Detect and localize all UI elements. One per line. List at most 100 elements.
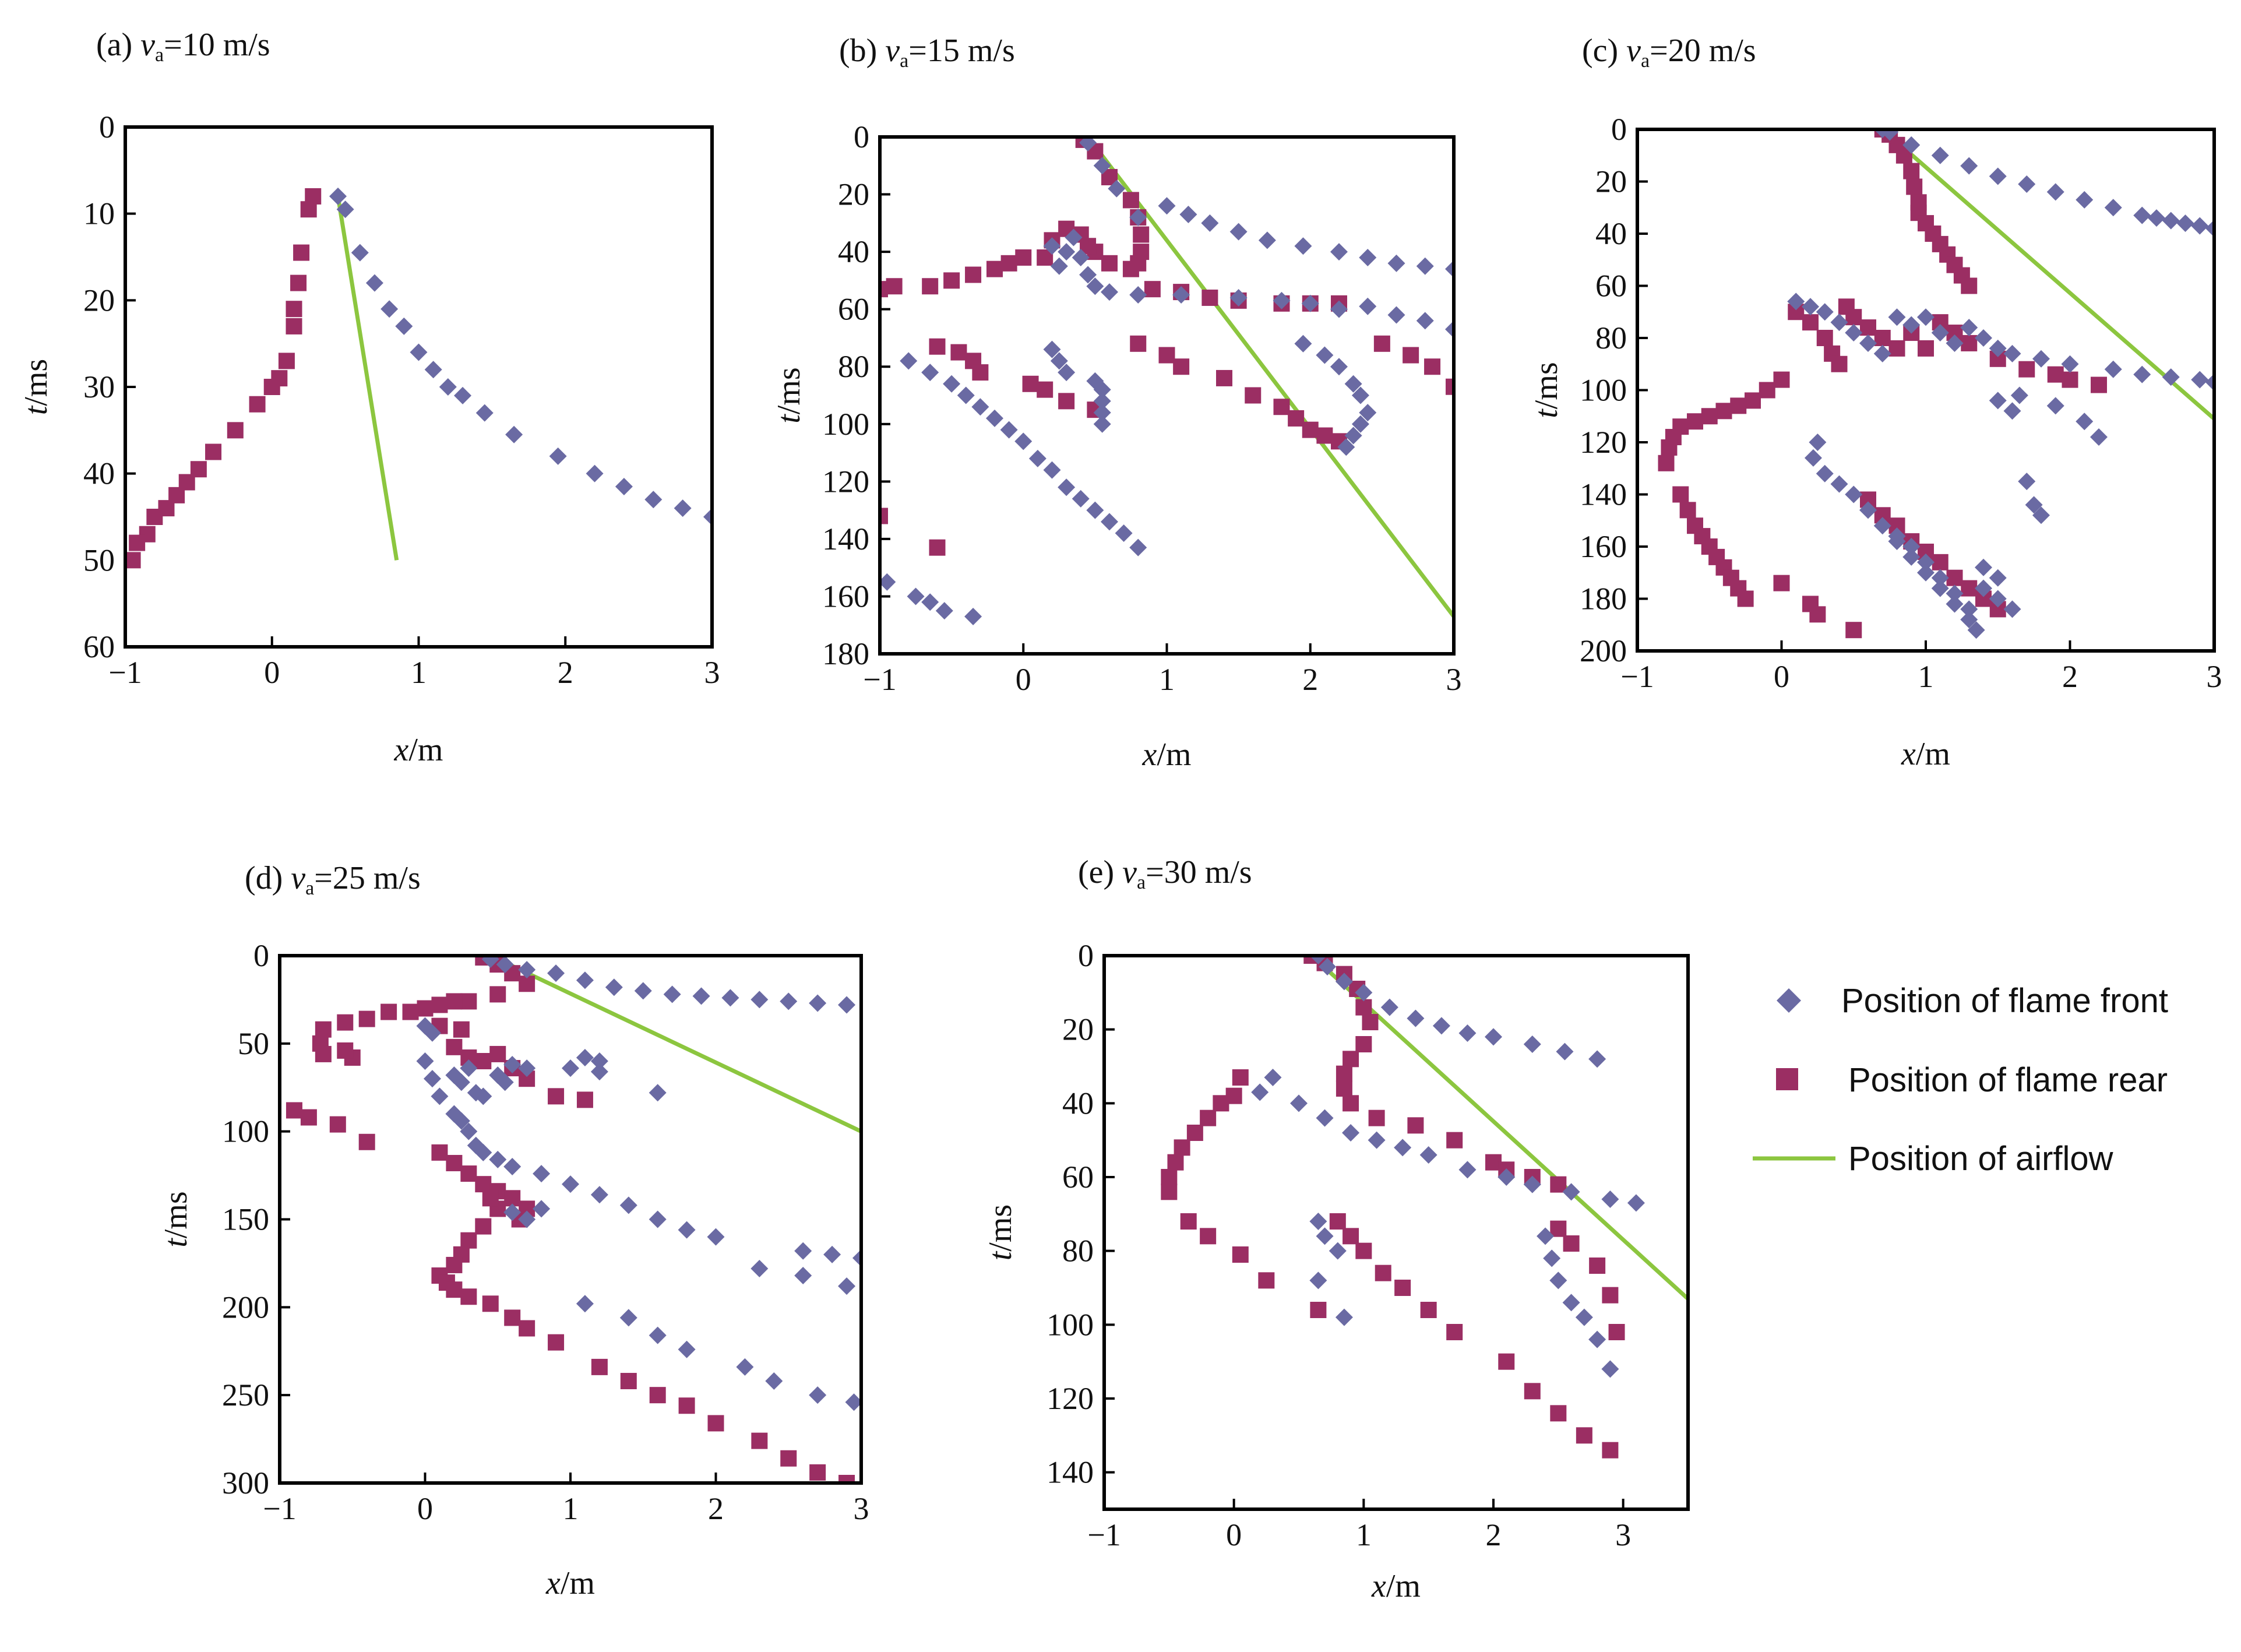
panel-a-rear-point (129, 534, 146, 551)
panel-e-front-point (1309, 1271, 1327, 1290)
panel-c-front-point (1809, 434, 1827, 451)
panel-e-front-point (1309, 1213, 1327, 1230)
panel-b-rear-point (1403, 347, 1419, 364)
panel-d-rear-point (460, 1165, 477, 1182)
panel-e-front-point (1601, 1360, 1619, 1378)
panel-c-xtick-label: 0 (1774, 659, 1789, 694)
panel-e-front-point (1355, 984, 1373, 1002)
panel-a-ytick-label: 0 (99, 110, 115, 145)
panel-c-ytick-label: 160 (1580, 529, 1627, 564)
panel-b-front-point (1330, 243, 1348, 261)
panel-c-front-point (1830, 475, 1848, 493)
panel-b-ylabel: t/ms (771, 367, 807, 423)
panel-b-front-point (1201, 214, 1219, 232)
panel-d-front-point (460, 1122, 478, 1140)
panel-c-front-point (1960, 157, 1978, 175)
panel-b-front-point (1129, 208, 1147, 226)
panel-d-xtick-label: 0 (417, 1491, 433, 1526)
panel-b-rear-point (972, 364, 989, 381)
panel-b-front-point (1093, 157, 1111, 175)
panel-b-front-point (1043, 340, 1061, 358)
panel-d-frame (278, 954, 863, 1485)
panel-b-front-point (1229, 223, 1248, 241)
panel-c-xtick-label: 3 (2207, 659, 2222, 694)
panel-c-rear-point (1906, 178, 1923, 195)
panel-d-xtick-label: 1 (563, 1491, 579, 1526)
panel-a-front-point (505, 425, 523, 443)
panel-c-front-point (1917, 553, 1935, 571)
panel-b-front-point (1445, 260, 1454, 278)
panel-d-front-point (852, 1249, 861, 1267)
panel-e-front-point (1251, 1083, 1269, 1101)
panel-a-front-point (351, 244, 369, 262)
panel-e-rear-point (1200, 1228, 1217, 1245)
panel-a-front-point (703, 508, 712, 526)
panel-e-front-point (1329, 1242, 1347, 1260)
panel-b-rear-point (1130, 335, 1147, 352)
panel-d-front-point (496, 1073, 514, 1091)
panel-b-front-point (1387, 254, 1405, 272)
panel-b-front-point (1101, 513, 1118, 531)
panel-d-front-point (678, 1221, 696, 1239)
panel-e-front-point (1562, 1183, 1580, 1201)
panel-c-front-point (2104, 199, 2122, 217)
panel-a-ylabel: t/ms (18, 359, 54, 415)
panel-c-ytick-label: 200 (1580, 633, 1627, 668)
panel-d-front-point (547, 964, 565, 982)
panel-b-rear-point (1316, 427, 1333, 444)
panel-d-front-point (474, 1087, 492, 1105)
panel-d-front-point (503, 1203, 522, 1221)
panel-b-front-point (1050, 352, 1068, 370)
panel-d-front-point (619, 1309, 637, 1327)
panel-c-front-point (1931, 146, 1949, 164)
panel-e-xtick-label: 3 (1615, 1517, 1631, 1552)
panel-b-ytick-label: 40 (838, 234, 869, 269)
panel-b: (b) va=15 m/s −1 0 1 2 3 0 20 40 60 80 100 120 140 160… (771, 33, 1462, 773)
panel-c-front-point (1888, 527, 1906, 545)
panel-e-ytick-label: 40 (1062, 1086, 1094, 1121)
panel-b-front-point (880, 573, 896, 591)
legend-rear-label: Position of flame rear (1848, 1061, 2168, 1099)
panel-e-rear-point (1446, 1132, 1463, 1149)
panel-c-rear-point (1745, 392, 1761, 409)
panel-a-rear-point (286, 301, 302, 318)
panel-c-front-point (2162, 368, 2180, 386)
panel-b-front-point (1043, 237, 1061, 255)
panel-c-front-point (2133, 365, 2151, 383)
panel-c-front-point (2176, 214, 2194, 233)
panel-c-rear-point (1961, 580, 1978, 597)
panel-b-front-point (1229, 288, 1248, 307)
panel-c-frame (1636, 128, 2216, 653)
panel-c-xtick-label: −1 (1620, 659, 1654, 694)
panel-b-front-point (1359, 297, 1377, 315)
panel-c-rear-point (2047, 366, 2064, 383)
panel-e-front-point (1335, 973, 1353, 991)
panel-b-front-point (1079, 266, 1097, 284)
panel-e-ytick-label: 100 (1046, 1307, 1094, 1342)
panel-d-xtick-label: −1 (263, 1491, 296, 1526)
panel-c-front-point (1816, 303, 1834, 321)
panel-a-rear-point (290, 274, 307, 291)
panel-c-front-point (1931, 569, 1949, 587)
panel-d-rear-point (809, 1464, 826, 1481)
panel-c-front-point (2032, 350, 2050, 368)
panel-c-ytick-label: 60 (1595, 269, 1627, 304)
panel-c-airflow-line (1881, 129, 2214, 421)
panel-d-front-point (533, 1165, 551, 1183)
panel-c-rear-point (1816, 330, 1833, 346)
panel-c-front-point (1830, 314, 1848, 332)
panel-d-front-point (794, 1267, 812, 1285)
panel-c-rear-point (1831, 355, 1848, 372)
panel-a-rear-point (227, 422, 244, 439)
panel-d-front-point (838, 996, 856, 1014)
panel-d-front-point (780, 992, 798, 1010)
panel-b-front-point (1065, 228, 1083, 246)
panel-b-front-point (1043, 461, 1061, 479)
panel-e-title: (e) va=30 m/s (1078, 854, 1252, 893)
panel-e-ytick-label: 60 (1062, 1160, 1094, 1195)
panel-d-rear-point (482, 1190, 499, 1207)
panel-e-rear-point (1420, 1302, 1437, 1318)
panel-b-front-point (1093, 381, 1111, 399)
panel-c-front-point (2018, 473, 2036, 491)
panel-a-rear-point (278, 353, 295, 369)
